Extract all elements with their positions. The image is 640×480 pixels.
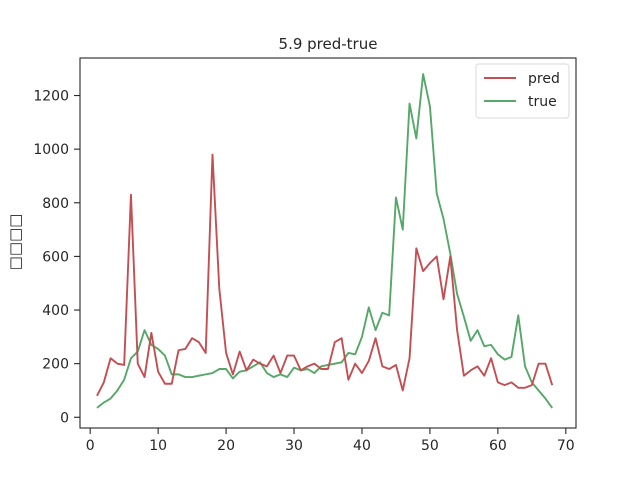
series-layer xyxy=(96,73,554,409)
legend-true-label: true xyxy=(528,94,557,110)
legend-pred-label: pred xyxy=(528,71,560,87)
chart-title: 5.9 pred-true xyxy=(279,35,378,53)
y-tick-label: 1200 xyxy=(33,89,69,105)
y-tick-label: 600 xyxy=(42,249,69,265)
x-tick-label: 0 xyxy=(86,438,95,454)
series-line-pred xyxy=(96,153,554,397)
y-tick-label: 0 xyxy=(60,410,69,426)
y-tick-label: 200 xyxy=(42,357,69,373)
x-tick-label: 40 xyxy=(353,438,371,454)
legend: pred true xyxy=(475,63,570,119)
y-tick-label: 400 xyxy=(42,303,69,319)
x-tick-label: 30 xyxy=(285,438,303,454)
x-tick-label: 50 xyxy=(421,438,439,454)
x-tick-label: 20 xyxy=(217,438,235,454)
y-tick-label: 800 xyxy=(42,196,69,212)
x-tick-label: 60 xyxy=(489,438,507,454)
y-axis-label: □□□□ xyxy=(6,214,24,271)
ticks-layer: 0 10 20 30 40 50 60 70 0 200 400 600 800 1000 1200 xyxy=(33,89,574,454)
series-line-true xyxy=(96,73,553,409)
x-tick-label: 10 xyxy=(149,438,167,454)
x-tick-label: 70 xyxy=(557,438,575,454)
plot-frame xyxy=(79,57,577,429)
y-tick-label: 1000 xyxy=(33,142,69,158)
